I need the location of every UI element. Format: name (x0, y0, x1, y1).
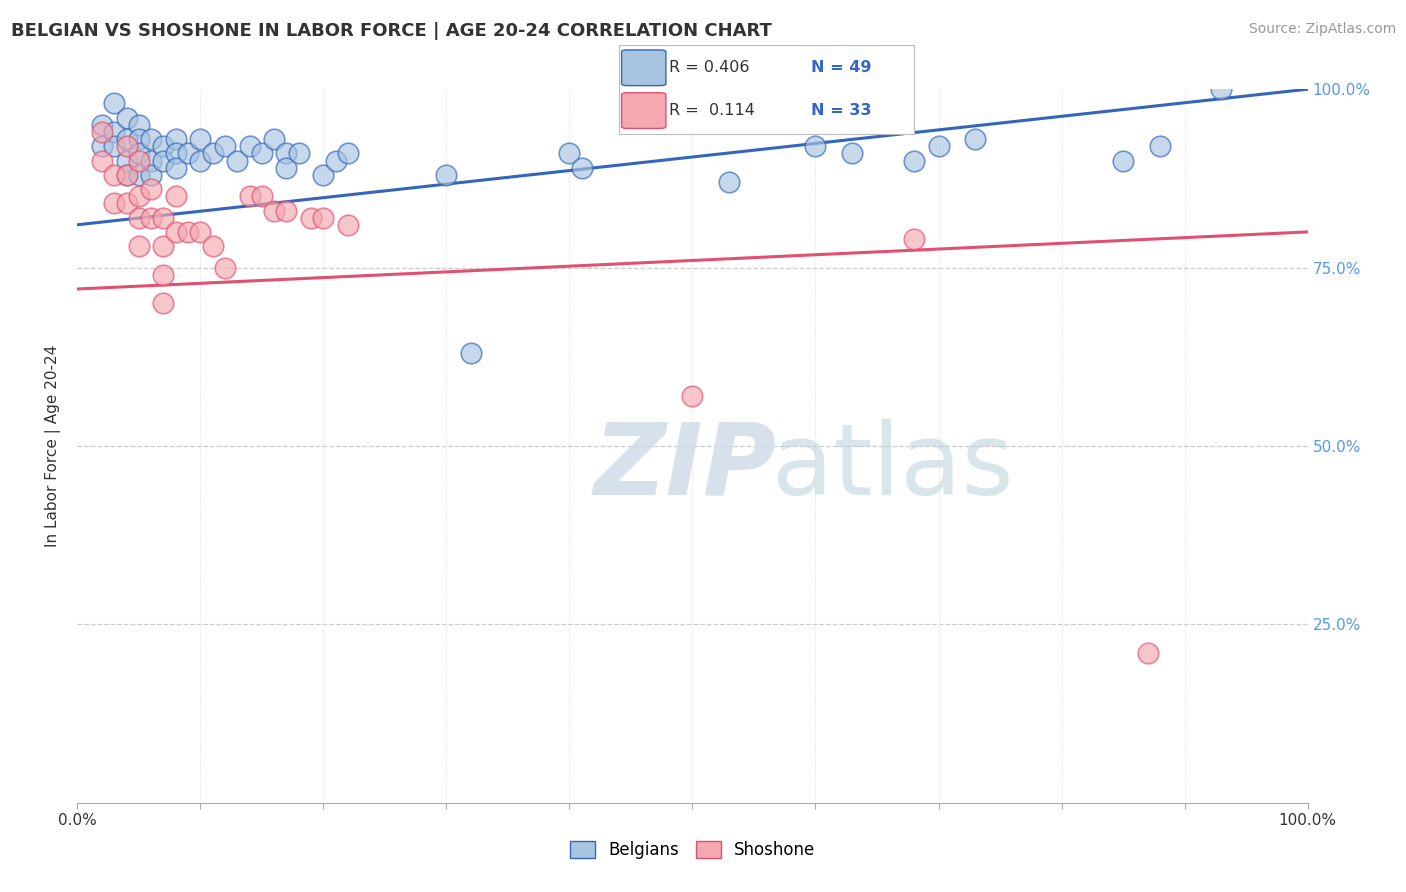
Point (250, 189, 273, 203)
Point (337, 146, 360, 161)
Point (190, 153, 212, 168)
Point (903, 232, 925, 246)
Point (571, 161, 593, 175)
Point (90, 153, 114, 168)
Point (152, 239, 174, 253)
Point (263, 203, 285, 218)
Point (190, 132, 212, 146)
Point (152, 153, 174, 168)
Point (177, 146, 200, 161)
Point (718, 175, 741, 189)
Point (903, 153, 925, 168)
Text: N = 33: N = 33 (810, 103, 872, 118)
Point (1112, 153, 1135, 168)
Point (165, 189, 187, 203)
Point (103, 125, 125, 139)
Point (141, 153, 163, 168)
Text: N = 49: N = 49 (810, 61, 872, 75)
Point (90, 139, 114, 153)
Point (141, 132, 163, 146)
Point (201, 146, 224, 161)
Point (103, 96, 125, 111)
Text: R = 0.406: R = 0.406 (669, 61, 749, 75)
Point (276, 146, 298, 161)
Point (128, 239, 150, 253)
Point (239, 139, 262, 153)
Point (312, 211, 335, 225)
Point (965, 132, 987, 146)
Point (141, 182, 163, 196)
Point (214, 139, 236, 153)
Point (325, 153, 347, 168)
Point (152, 268, 174, 282)
Point (201, 239, 224, 253)
Point (115, 168, 138, 182)
Point (165, 146, 187, 161)
Point (165, 132, 187, 146)
Text: R =  0.114: R = 0.114 (669, 103, 755, 118)
Point (128, 189, 150, 203)
Point (337, 218, 360, 232)
Point (90, 125, 114, 139)
Text: BELGIAN VS SHOSHONE IN LABOR FORCE | AGE 20-24 CORRELATION CHART: BELGIAN VS SHOSHONE IN LABOR FORCE | AGE… (11, 22, 772, 40)
Point (460, 346, 482, 360)
Point (115, 168, 138, 182)
Point (115, 153, 138, 168)
Point (128, 132, 150, 146)
Point (128, 211, 150, 225)
Point (165, 225, 187, 239)
Point (177, 225, 200, 239)
Text: ZIP: ZIP (595, 419, 778, 516)
Point (276, 203, 298, 218)
Point (239, 189, 262, 203)
FancyBboxPatch shape (621, 93, 666, 128)
Point (165, 161, 187, 175)
Point (115, 139, 138, 153)
Point (115, 132, 138, 146)
Point (1136, 646, 1159, 660)
Point (299, 211, 322, 225)
Point (128, 118, 150, 132)
Point (141, 168, 163, 182)
Point (103, 139, 125, 153)
Point (115, 196, 138, 211)
Legend: Belgians, Shoshone: Belgians, Shoshone (569, 840, 815, 859)
Point (152, 139, 174, 153)
Point (312, 168, 335, 182)
Point (90, 118, 114, 132)
Text: atlas: atlas (772, 419, 1014, 516)
Point (1211, 82, 1233, 96)
Point (288, 146, 311, 161)
Point (115, 111, 138, 125)
Point (103, 168, 125, 182)
Point (152, 211, 174, 225)
Point (250, 146, 273, 161)
Point (263, 132, 285, 146)
Point (190, 225, 212, 239)
Point (103, 196, 125, 211)
Point (1149, 139, 1171, 153)
Point (128, 146, 150, 161)
Point (152, 296, 174, 310)
Point (276, 161, 298, 175)
Point (804, 139, 827, 153)
Point (128, 168, 150, 182)
FancyBboxPatch shape (621, 50, 666, 86)
Point (141, 211, 163, 225)
Point (128, 153, 150, 168)
Point (214, 260, 236, 275)
Point (841, 146, 863, 161)
Y-axis label: In Labor Force | Age 20-24: In Labor Force | Age 20-24 (45, 345, 62, 547)
Text: Source: ZipAtlas.com: Source: ZipAtlas.com (1249, 22, 1396, 37)
Point (558, 146, 581, 161)
Point (682, 389, 704, 403)
Point (928, 139, 950, 153)
Point (436, 168, 458, 182)
Point (226, 153, 249, 168)
